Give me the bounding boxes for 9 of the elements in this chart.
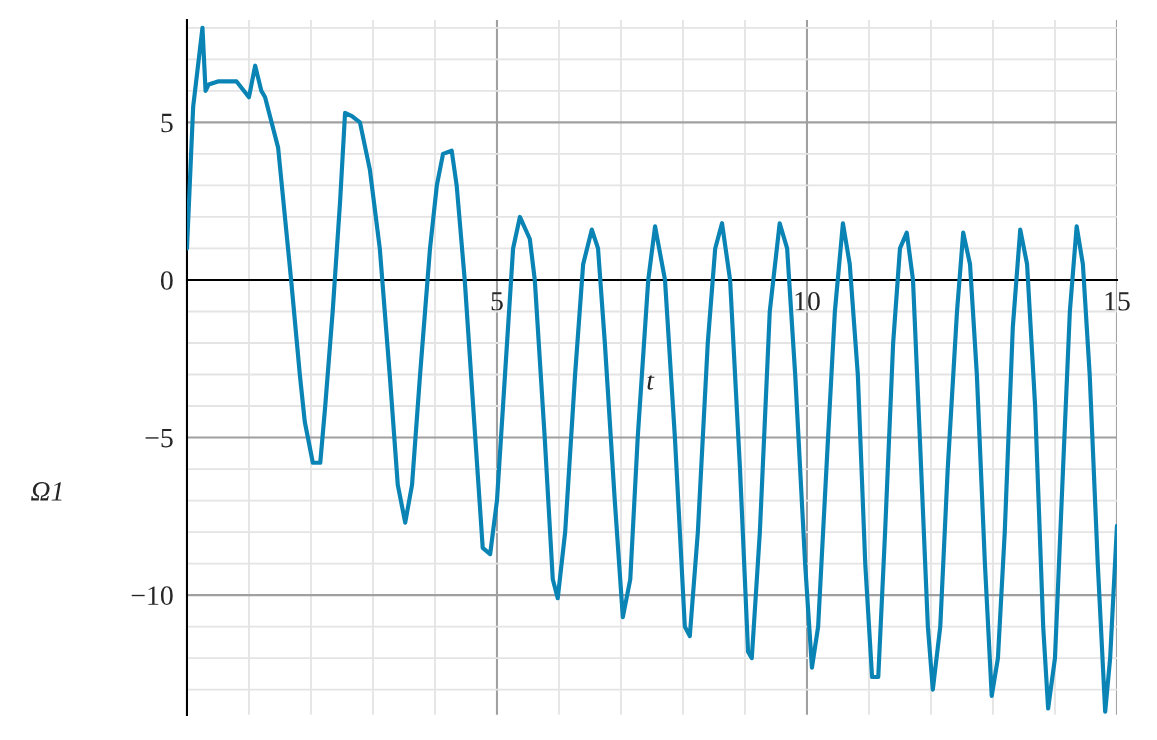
y-axis-title: Ω1 xyxy=(31,482,62,501)
x-axis-title: t xyxy=(647,373,655,390)
y-tick-label: −5 xyxy=(145,428,173,448)
y-tick-label: −10 xyxy=(131,586,173,605)
y-tick-label: 0 xyxy=(160,271,173,290)
x-tick-label: 15 xyxy=(1105,292,1130,311)
x-tick-label: 5 xyxy=(491,292,503,311)
x-tick-label: 10 xyxy=(795,291,820,311)
y-tick-label: 5 xyxy=(161,113,173,133)
